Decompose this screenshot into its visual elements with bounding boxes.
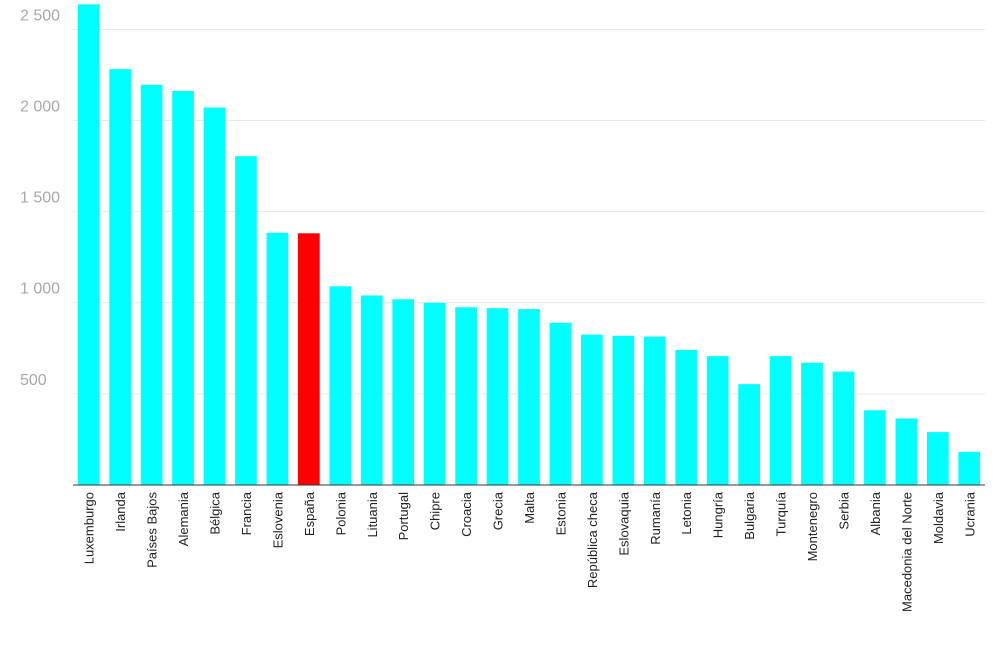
bar [235,156,257,485]
x-tick-label: Montenegro [805,492,820,561]
bar [801,362,823,485]
y-tick-label: 500 [20,372,47,389]
x-tick-label: República checa [585,491,600,588]
x-tick-label: Letonia [679,491,694,534]
x-tick-label: Bulgaria [742,491,757,539]
bar [832,371,855,485]
bar [549,322,572,485]
bar [675,349,698,485]
bars [77,4,981,485]
x-tick-label: Chipre [428,492,443,530]
bar [958,451,981,485]
bar [518,309,540,485]
bar [864,410,886,485]
x-tick-label: Ucrania [962,491,977,537]
x-tick-label: España [302,491,317,536]
bar [109,69,132,485]
x-tick-label: Croacia [459,491,474,537]
x-tick-label: Grecia [491,491,506,530]
bar [486,308,509,485]
bar [455,307,477,485]
bar [738,384,760,485]
x-tick-label: Estonia [553,491,568,535]
y-tick-label: 2 000 [20,98,60,115]
x-tick-label: Albania [868,491,883,535]
x-tick-label: Rumanía [648,491,663,545]
x-tick-label: Moldavia [931,491,946,544]
bar [769,356,792,485]
x-tick-label: Alemania [176,491,191,546]
x-tick-label: Polonia [333,491,348,535]
bar [140,84,163,485]
bar [172,90,194,485]
x-tick-label: Bélgica [208,491,223,534]
x-tick-label: Eslovaquia [616,491,631,555]
bar [926,432,949,485]
x-tick-label: Turquía [774,491,789,536]
y-tick-label: 2 500 [20,7,60,24]
bar [392,299,415,485]
bar [895,418,918,485]
bar [77,4,100,485]
x-tick-label: Portugal [396,492,411,541]
y-tick-label: 1 500 [20,190,60,207]
x-tick-label: Hungría [711,491,726,538]
bar [329,286,352,485]
bar [581,334,603,485]
x-tick-label: Francia [239,491,254,535]
bar [612,335,635,485]
bar [203,107,226,485]
x-tick-label: Lituania [365,491,380,537]
x-tick-label: Luxemburgo [82,492,97,564]
x-tick-label: Irlanda [113,491,128,532]
y-axis-ticks: 500 1 000 1 500 2 000 2 500 [20,7,60,389]
bar [360,295,383,485]
bar [266,232,289,485]
x-axis-labels: Luxemburgo Irlanda Países Bajos Alemania Bél… [82,491,978,612]
bar [643,336,666,485]
x-tick-label: Eslovenia [270,491,285,548]
bar [298,233,320,485]
x-tick-label: Malta [522,491,537,524]
x-tick-label: Países Bajos [145,492,160,568]
x-tick-label: Macedonia del Norte [899,492,914,612]
y-tick-label: 1 000 [20,281,60,298]
x-tick-label: Serbia [836,491,851,529]
bar [423,302,446,485]
bar [706,356,729,485]
